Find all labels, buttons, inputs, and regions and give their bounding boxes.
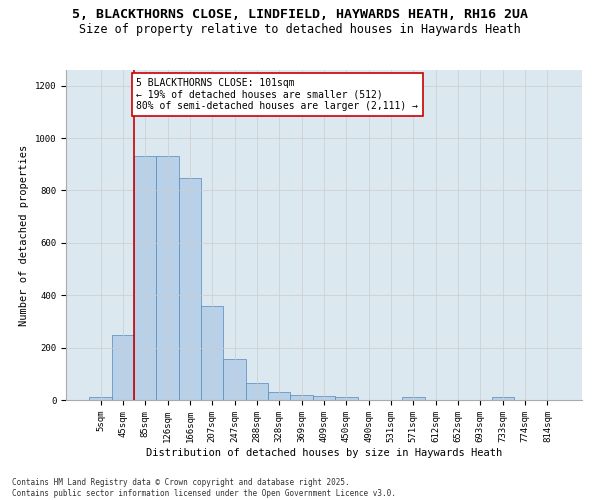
Bar: [201, 306, 223, 400]
Text: Size of property relative to detached houses in Haywards Heath: Size of property relative to detached ho…: [79, 22, 521, 36]
Y-axis label: Number of detached properties: Number of detached properties: [19, 144, 29, 326]
Bar: [134, 156, 157, 400]
Bar: [290, 396, 313, 400]
X-axis label: Distribution of detached houses by size in Haywards Heath: Distribution of detached houses by size …: [146, 448, 502, 458]
Bar: [268, 392, 290, 400]
Text: 5, BLACKTHORNS CLOSE, LINDFIELD, HAYWARDS HEATH, RH16 2UA: 5, BLACKTHORNS CLOSE, LINDFIELD, HAYWARD…: [72, 8, 528, 20]
Text: 5 BLACKTHORNS CLOSE: 101sqm
← 19% of detached houses are smaller (512)
80% of se: 5 BLACKTHORNS CLOSE: 101sqm ← 19% of det…: [136, 78, 418, 111]
Bar: [179, 178, 201, 400]
Bar: [246, 383, 268, 400]
Bar: [89, 398, 112, 400]
Bar: [335, 398, 358, 400]
Bar: [223, 358, 246, 400]
Bar: [112, 335, 134, 400]
Bar: [402, 398, 425, 400]
Bar: [313, 396, 335, 400]
Bar: [157, 156, 179, 400]
Bar: [491, 398, 514, 400]
Text: Contains HM Land Registry data © Crown copyright and database right 2025.
Contai: Contains HM Land Registry data © Crown c…: [12, 478, 396, 498]
